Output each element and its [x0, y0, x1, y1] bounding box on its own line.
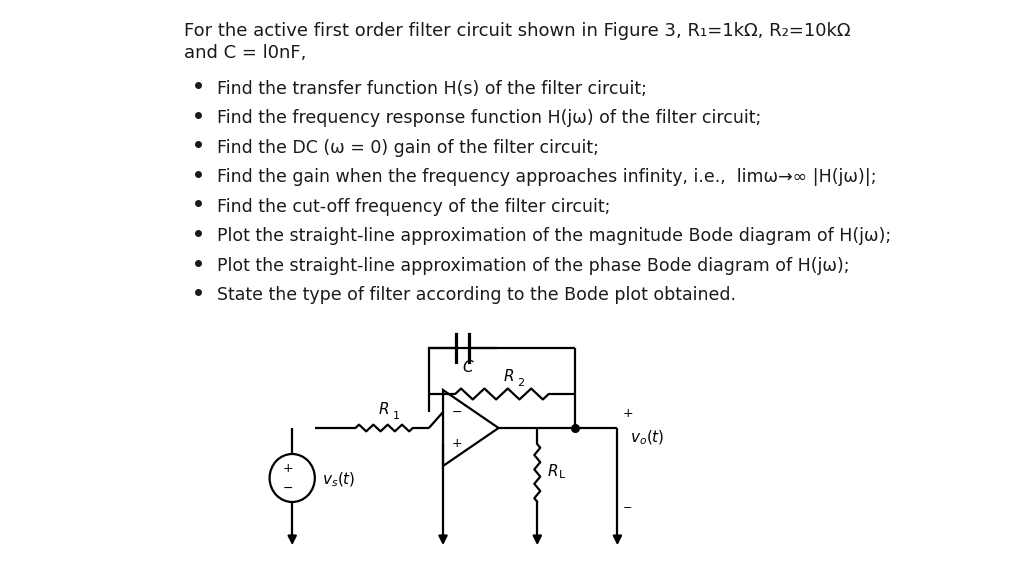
Text: Plot the straight-line approximation of the phase Bode diagram of H(jω);: Plot the straight-line approximation of … — [217, 257, 849, 275]
Text: C: C — [462, 360, 472, 375]
Text: $v_s(t)$: $v_s(t)$ — [323, 471, 356, 489]
Text: 1: 1 — [393, 411, 399, 421]
Text: 2: 2 — [517, 378, 524, 388]
Text: +: + — [452, 438, 462, 451]
Text: Find the transfer function H(s) of the filter circuit;: Find the transfer function H(s) of the f… — [217, 80, 647, 98]
Text: State the type of filter according to the Bode plot obtained.: State the type of filter according to th… — [217, 286, 736, 305]
Text: For the active first order filter circuit shown in Figure 3, R₁=1kΩ, R₂=10kΩ: For the active first order filter circui… — [183, 22, 850, 40]
Text: +: + — [283, 461, 293, 474]
Text: −: − — [452, 406, 462, 418]
Text: −: − — [623, 503, 633, 513]
Text: Find the cut-off frequency of the filter circuit;: Find the cut-off frequency of the filter… — [217, 198, 610, 216]
Text: Find the gain when the frequency approaches infinity, i.e.,  limω→∞ |H(jω)|;: Find the gain when the frequency approac… — [217, 169, 877, 187]
Text: +: + — [623, 407, 634, 420]
Text: R: R — [548, 464, 558, 478]
Text: Find the frequency response function H(jω) of the filter circuit;: Find the frequency response function H(j… — [217, 109, 761, 127]
Text: $v_o(t)$: $v_o(t)$ — [630, 429, 665, 447]
Text: Plot the straight-line approximation of the magnitude Bode diagram of H(jω);: Plot the straight-line approximation of … — [217, 228, 891, 246]
Text: and C = l0nF,: and C = l0nF, — [183, 44, 306, 62]
Text: Find the DC (ω = 0) gain of the filter circuit;: Find the DC (ω = 0) gain of the filter c… — [217, 139, 599, 157]
Text: −: − — [283, 482, 293, 495]
Text: L: L — [559, 470, 565, 480]
Text: R: R — [503, 369, 514, 384]
Text: R: R — [379, 402, 389, 417]
